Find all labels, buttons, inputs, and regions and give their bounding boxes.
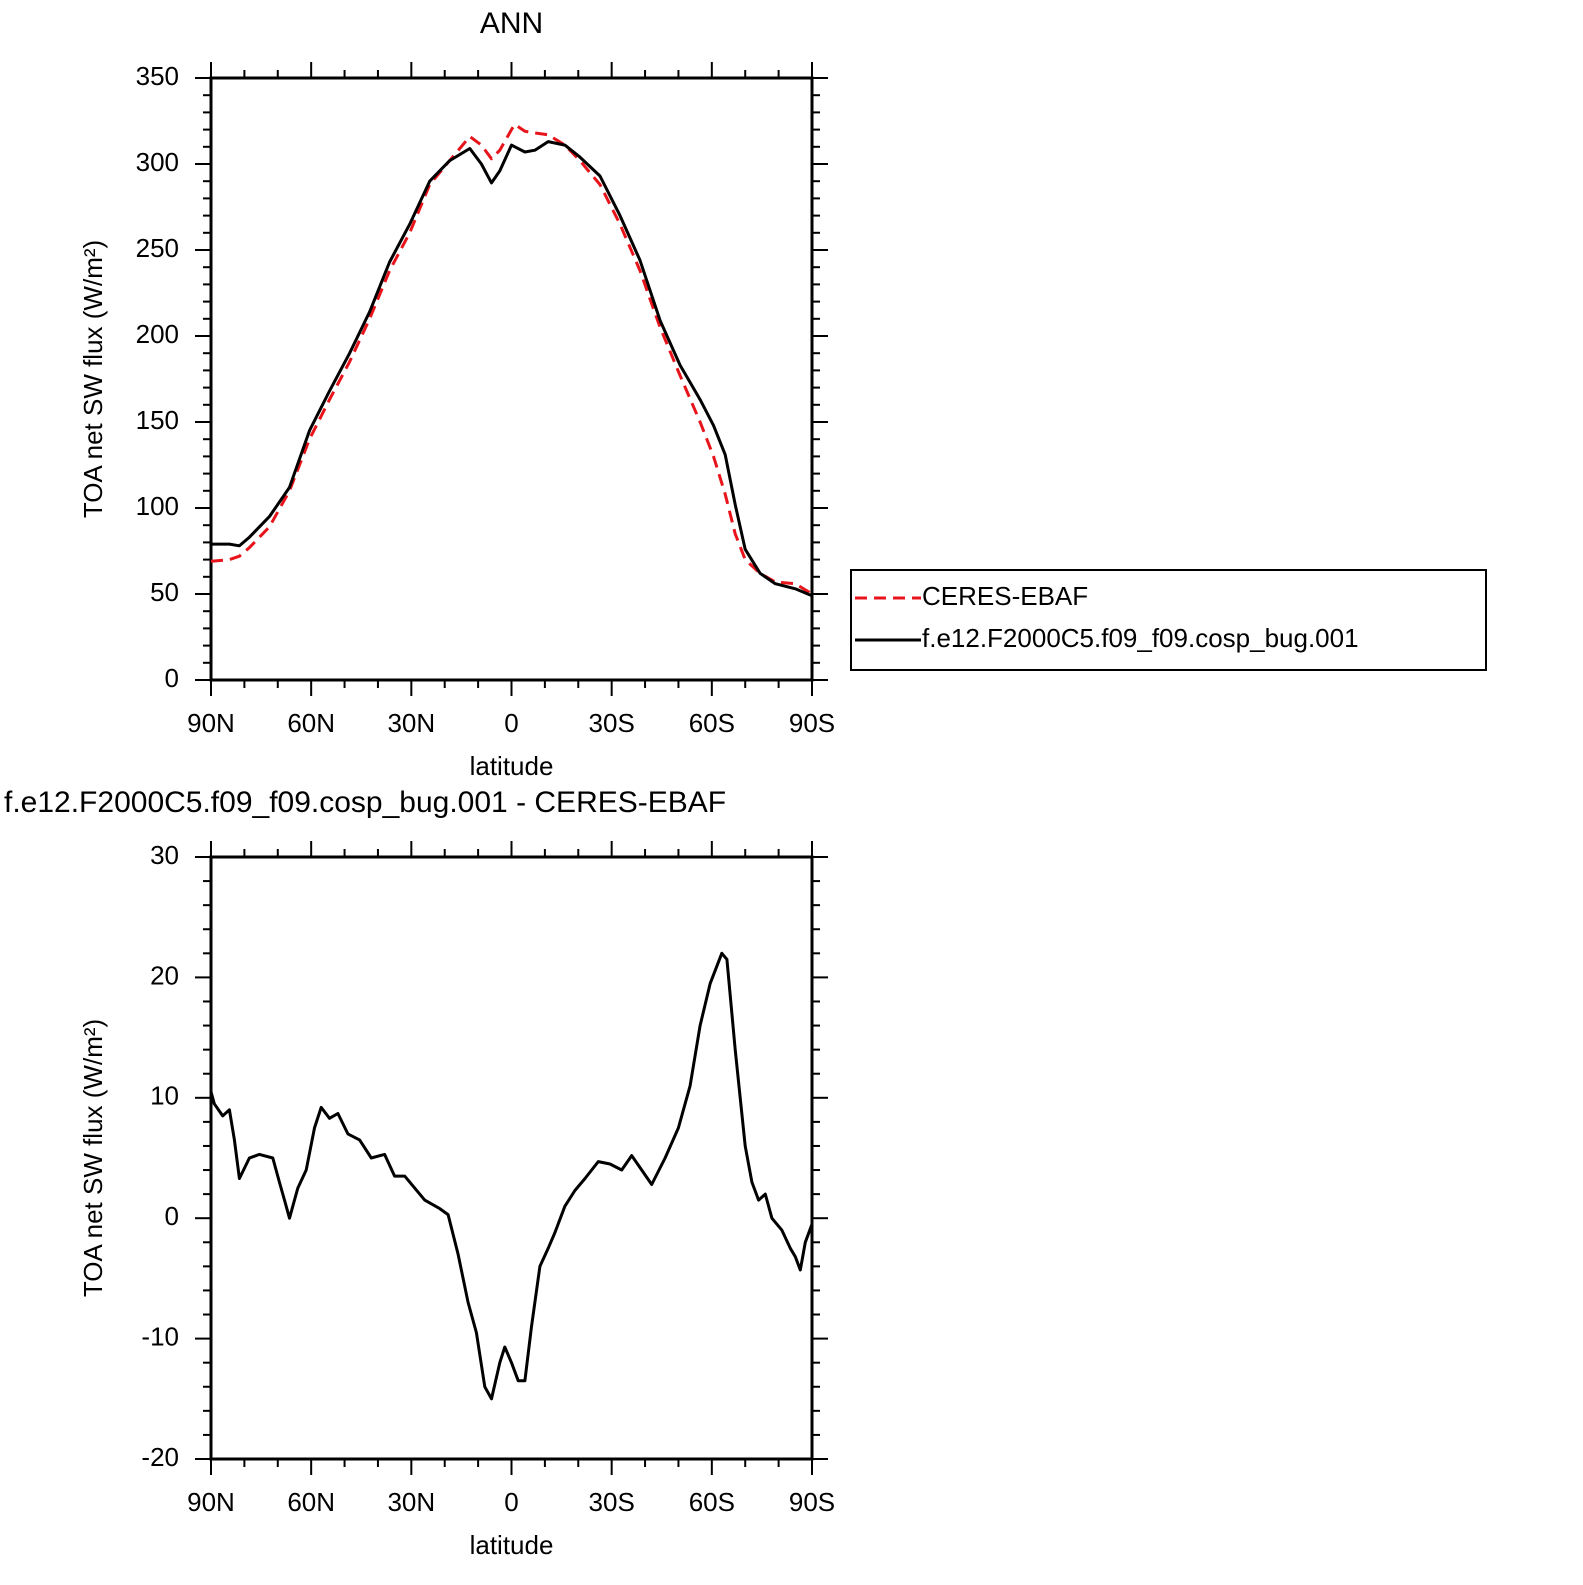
x-tick-label: 60S (689, 1487, 735, 1517)
y-tick-label: 50 (150, 577, 179, 607)
legend-label: f.e12.F2000C5.f09_f09.cosp_bug.001 (922, 623, 1359, 653)
line-series (211, 140, 813, 598)
y-tick-label: 30 (150, 840, 179, 870)
x-tick-label: 30N (387, 1487, 435, 1517)
x-tick-label: 0 (504, 1487, 518, 1517)
y-tick-label: 150 (136, 405, 179, 435)
y-tick-label: 10 (150, 1081, 179, 1111)
legend-label: CERES-EBAF (922, 581, 1088, 611)
x-axis-label: latitude (470, 1530, 554, 1560)
x-tick-label: 30S (589, 1487, 635, 1517)
plot-frame (209, 855, 814, 1461)
x-tick-label: 60N (287, 708, 335, 738)
x-axis-label: latitude (470, 751, 554, 781)
y-tick-label: 250 (136, 233, 179, 263)
line-series (209, 951, 814, 1401)
y-tick-label: 200 (136, 319, 179, 349)
x-tick-label: 90S (789, 708, 835, 738)
y-tick-label: -10 (141, 1321, 179, 1351)
x-tick-label: 0 (504, 708, 518, 738)
chart-title: f.e12.F2000C5.f09_f09.cosp_bug.001 - CER… (4, 786, 726, 819)
x-tick-label: 30N (387, 708, 435, 738)
legend: CERES-EBAF f.e12.F2000C5.f09_f09.cosp_bug… (850, 569, 1487, 671)
y-tick-label: 350 (136, 61, 179, 91)
y-axis-label: TOA net SW flux (W/m²) (78, 240, 108, 518)
y-tick-label: 0 (165, 663, 179, 693)
y-tick-label: 20 (150, 960, 179, 990)
y-axis-label: TOA net SW flux (W/m²) (78, 1019, 108, 1297)
x-tick-label: 90S (789, 1487, 835, 1517)
line-series (210, 122, 813, 596)
x-tick-label: 90N (187, 1487, 235, 1517)
y-tick-label: 0 (165, 1201, 179, 1231)
y-tick-label: 100 (136, 491, 179, 521)
y-tick-label: -20 (141, 1442, 179, 1472)
x-tick-label: 90N (187, 708, 235, 738)
chart-title: ANN (480, 7, 543, 40)
x-tick-label: 60N (287, 1487, 335, 1517)
x-tick-label: 30S (589, 708, 635, 738)
x-tick-label: 60S (689, 708, 735, 738)
y-tick-label: 300 (136, 147, 179, 177)
legend-box (850, 569, 1487, 671)
plot-frame (209, 76, 814, 682)
